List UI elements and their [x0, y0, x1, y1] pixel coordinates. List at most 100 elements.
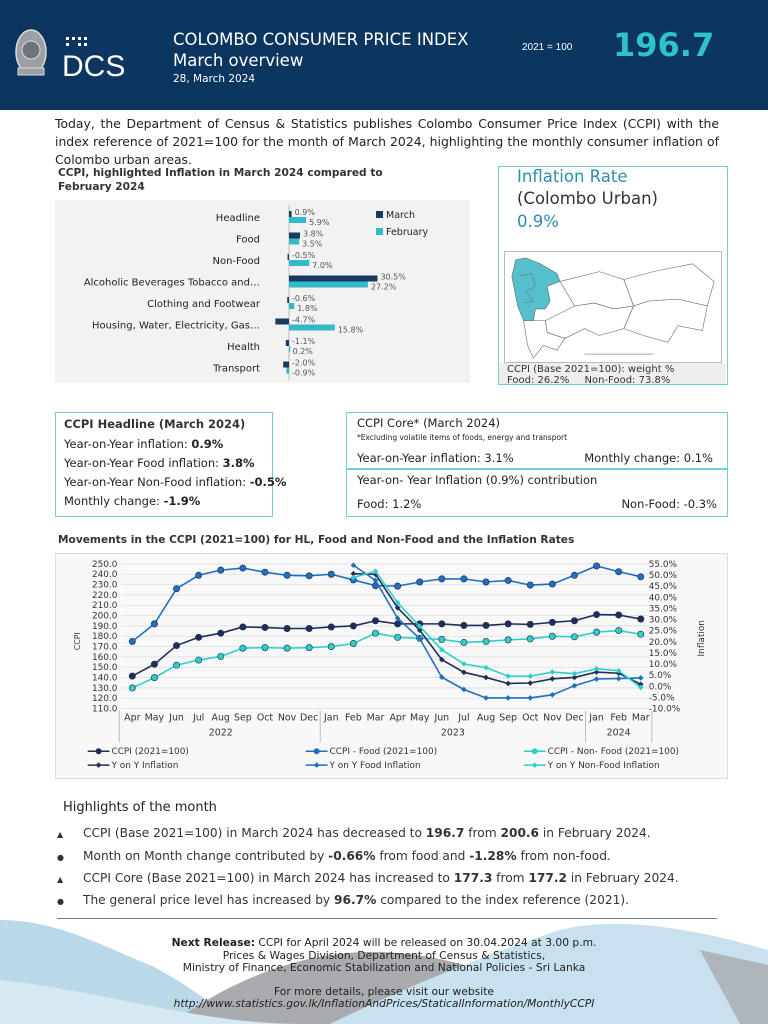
x-tick-label: Oct [522, 713, 539, 724]
data-point [372, 629, 379, 637]
data-label: 0.9% [295, 208, 316, 217]
value: 96.7% [334, 893, 377, 907]
data-point [505, 673, 511, 679]
headline-line-monthly: Monthly change: -1.9% [64, 494, 264, 508]
data-point [527, 673, 534, 679]
data-point [239, 623, 247, 631]
x-tick-label: Feb [610, 713, 627, 724]
y-tick-label: 180.0 [92, 632, 118, 642]
headline-line-nonfood: Year-on-Year Non-Food inflation: -0.5% [64, 475, 286, 489]
nonfood-weight-label: Non-Food: [584, 375, 636, 386]
data-label: -2.0% [292, 359, 316, 368]
category-label: Food [236, 235, 260, 246]
data-point [438, 620, 446, 628]
bar-march [287, 254, 289, 260]
data-point [570, 571, 578, 579]
line-value: 0.9% [191, 437, 224, 451]
data-label: 5.9% [309, 218, 330, 227]
data-point [483, 664, 489, 671]
legend-label: Y on Y Food Inflation [329, 761, 421, 771]
data-point [526, 635, 534, 643]
data-point [548, 632, 556, 640]
data-label: 3.8% [303, 230, 324, 239]
x-tick-label: Apr [389, 713, 405, 724]
value: -0.66% [328, 849, 376, 863]
data-point [615, 675, 622, 682]
legend-label: CCPI (2021=100) [112, 747, 189, 757]
x-tick-label: Aug [477, 713, 495, 724]
data-point [283, 571, 291, 579]
line-label: Year-on-Year Food inflation: [64, 456, 223, 470]
year-label: 2022 [209, 727, 233, 738]
x-tick-label: Jan [588, 713, 604, 724]
value: 177.3 [453, 871, 493, 885]
legend-marker [313, 748, 320, 755]
data-point [394, 620, 402, 628]
x-tick-label: Mar [367, 713, 385, 724]
bar-february [289, 303, 295, 309]
text: CCPI Core (Base 2021=100) in March 2024 … [83, 871, 454, 885]
bar-march [285, 340, 289, 346]
x-tick-label: Sep [499, 713, 517, 724]
data-point [416, 635, 423, 642]
category-label: Health [227, 342, 260, 353]
y2-tick-label: 20.0% [649, 638, 677, 648]
nonfood-weight-value: 73.8% [638, 375, 671, 386]
y-tick-label: 220.0 [92, 591, 118, 601]
data-point [637, 630, 645, 638]
series-line [131, 629, 641, 689]
line-chart-title: Movements in the CCPI (2021=100) for HL,… [58, 534, 575, 546]
y-tick-label: 170.0 [92, 643, 118, 653]
data-point [527, 695, 534, 701]
core-footnote: *Excluding volatile items of foods, ener… [357, 433, 568, 442]
y2-tick-label: 15.0% [649, 649, 677, 659]
data-point [128, 672, 136, 680]
triangle-bullet-icon: ▲ [57, 875, 64, 884]
data-label: 30.5% [380, 273, 406, 282]
dcs-logo: DCS [15, 29, 125, 78]
category-label: Transport [212, 364, 260, 375]
y2-axis-label: Inflation [697, 620, 707, 656]
data-point [549, 675, 556, 682]
series-line [131, 565, 641, 643]
legend-label: CCPI - Non- Food (2021=100) [548, 747, 679, 757]
data-point [615, 568, 623, 576]
data-label: 27.2% [371, 283, 397, 292]
data-point [504, 576, 512, 584]
data-point [482, 621, 490, 629]
index-base: 2021 = 100 [522, 42, 573, 53]
line-chart: 250.0240.0230.0220.0210.0200.0190.0180.0… [55, 553, 728, 779]
report-date: 28, March 2024 [173, 73, 256, 85]
weight-caption-title: CCPI (Base 2021=100): weight % [507, 364, 675, 375]
bar-february [289, 217, 307, 223]
data-point [217, 629, 225, 637]
x-tick-label: Oct [257, 713, 274, 724]
website-link[interactable]: http://www.statistics.gov.lk/InflationAn… [173, 997, 595, 1010]
data-point [150, 674, 158, 682]
bar-february [289, 346, 291, 352]
index-value: 196.7 [613, 26, 715, 64]
highlight-item: ● The general price level has increased b… [57, 893, 629, 907]
x-tick-label: Jun [433, 713, 449, 724]
data-point [128, 637, 136, 645]
text: CCPI (Base 2021=100) in March 2024 has d… [83, 826, 426, 840]
headline-line-yoy: Year-on-Year inflation: 0.9% [64, 437, 264, 451]
data-point [349, 640, 357, 647]
bar-february [289, 281, 368, 288]
data-point [593, 611, 601, 619]
data-point [195, 633, 203, 641]
data-point [615, 611, 623, 619]
food-weight-label: Food: [507, 375, 535, 386]
highlight-item: ▲ CCPI Core (Base 2021=100) in March 2024… [57, 871, 679, 885]
data-point [261, 568, 269, 576]
legend-swatch [376, 211, 383, 218]
legend-marker [95, 762, 102, 768]
data-point [438, 575, 446, 583]
data-label: -1.1% [292, 337, 316, 346]
bar-february [289, 260, 310, 266]
text: in February 2024. [539, 826, 651, 840]
y-tick-label: 130.0 [92, 684, 118, 694]
y2-tick-label: -10.0% [649, 705, 681, 715]
y-tick-label: 120.0 [92, 694, 118, 704]
data-label: -4.7% [292, 316, 316, 325]
